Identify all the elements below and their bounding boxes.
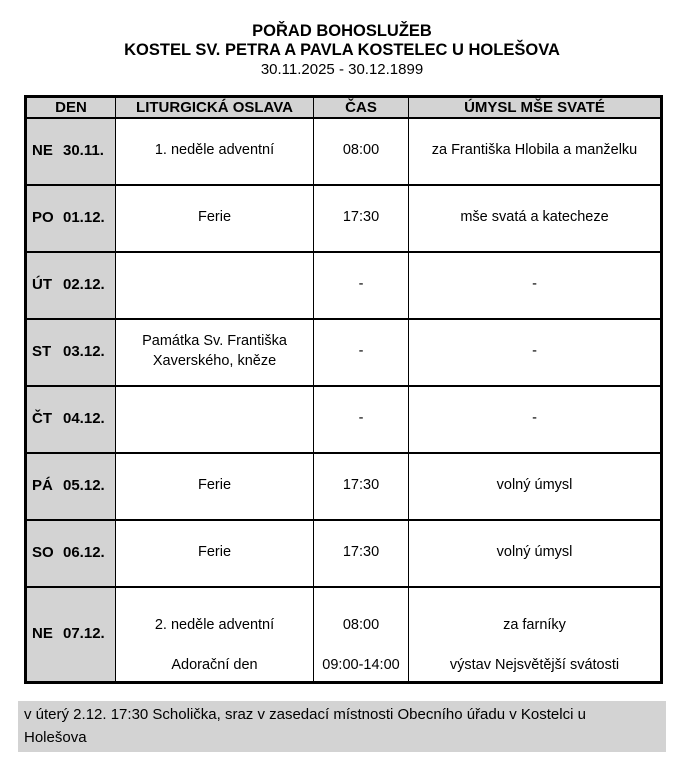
date-range: 30.11.2025 - 30.12.1899	[260, 61, 424, 78]
celebration-cell	[115, 251, 314, 319]
day-abbr: PÁ	[32, 476, 53, 494]
intention-line2: výstav Nejsvětější svátosti	[449, 657, 620, 674]
day-date: 06.12.	[63, 543, 105, 561]
table-row: ČT 04.12. - -	[25, 385, 662, 453]
table-row: PO 01.12. Ferie 17:30 mše svatá a kateche…	[25, 184, 662, 252]
church-name: KOSTEL SV. PETRA A PAVLA KOSTELEC U HOLE…	[124, 41, 560, 59]
day-abbr: SO	[32, 543, 54, 561]
header-row: DEN LITURGICKÁ OSLAVA ČAS ÚMYSL MŠE SVAT…	[25, 96, 662, 118]
intention-cell: za farníky výstav Nejsvětější svátosti	[408, 586, 662, 683]
day-cell: NE 30.11.	[25, 117, 116, 185]
intention-cell: volný úmysl	[408, 452, 662, 520]
celebration-cell: Ferie	[115, 452, 314, 520]
footer-note: v úterý 2.12. 17:30 Scholička, sraz v za…	[18, 701, 666, 752]
intention-cell: -	[408, 251, 662, 319]
celebration-cell: Ferie	[115, 519, 314, 587]
time-cell: -	[313, 251, 409, 319]
day-abbr: ÚT	[32, 275, 52, 293]
celebration-cell: Ferie	[115, 184, 314, 252]
intention-cell: volný úmysl	[408, 519, 662, 587]
schedule-table: DEN LITURGICKÁ OSLAVA ČAS ÚMYSL MŠE SVAT…	[24, 95, 663, 684]
time-cell: 17:30	[313, 452, 409, 520]
table-row: SO 06.12. Ferie 17:30 volný úmysl	[25, 519, 662, 587]
intention-cell: mše svatá a katecheze	[408, 184, 662, 252]
day-abbr: ST	[32, 342, 52, 360]
day-date: 30.11.	[63, 141, 104, 159]
day-cell: SO 06.12.	[25, 519, 116, 587]
celebration-cell: 1. neděle adventní	[115, 117, 314, 185]
intention-cell: -	[408, 385, 662, 453]
column-header-cas: ČAS	[313, 96, 409, 118]
document-header: POŘAD BOHOSLUŽEB KOSTEL SV. PETRA A PAVL…	[0, 0, 684, 79]
day-abbr: PO	[32, 208, 54, 226]
table-row: ST 03.12. Památka Sv. Františka Xaverskéh…	[25, 318, 662, 386]
celebration-line2: Adorační den	[171, 657, 258, 674]
table-row: PÁ 05.12. Ferie 17:30 volný úmysl	[25, 452, 662, 520]
document-title: POŘAD BOHOSLUŽEB	[252, 22, 432, 40]
day-date: 07.12.	[63, 625, 105, 643]
column-header-den: DEN	[25, 96, 116, 118]
celebration-line1: 2. neděle adventní	[154, 616, 275, 633]
column-header-umysl: ÚMYSL MŠE SVATÉ	[408, 96, 662, 118]
day-date: 05.12.	[63, 476, 105, 494]
day-cell: ST 03.12.	[25, 318, 116, 386]
day-abbr: ČT	[32, 409, 52, 427]
time-line1: 08:00	[342, 616, 380, 633]
day-abbr: NE	[32, 141, 53, 159]
day-abbr: NE	[32, 625, 53, 643]
day-date: 04.12.	[63, 409, 105, 427]
day-cell: ÚT 02.12.	[25, 251, 116, 319]
day-cell: NE 07.12.	[25, 586, 116, 683]
time-cell: -	[313, 385, 409, 453]
table-row: NE 30.11. 1. neděle adventní 08:00 za Fra…	[25, 117, 662, 185]
day-date: 02.12.	[63, 275, 105, 293]
day-date: 03.12.	[63, 342, 105, 360]
day-cell: ČT 04.12.	[25, 385, 116, 453]
day-cell: PO 01.12.	[25, 184, 116, 252]
intention-cell: -	[408, 318, 662, 386]
celebration-cell	[115, 385, 314, 453]
time-cell: 17:30	[313, 184, 409, 252]
column-header-liturgicka-oslava: LITURGICKÁ OSLAVA	[115, 96, 314, 118]
celebration-cell: Památka Sv. Františka Xaverského, kněze	[115, 318, 314, 386]
intention-line1: za farníky	[503, 616, 566, 633]
table-row: ÚT 02.12. - -	[25, 251, 662, 319]
day-cell: PÁ 05.12.	[25, 452, 116, 520]
time-cell: 17:30	[313, 519, 409, 587]
table-row: NE 07.12. 2. neděle adventní Adorační den…	[25, 586, 662, 683]
time-cell: 08:00	[313, 117, 409, 185]
time-cell: 08:00 09:00-14:00	[313, 586, 409, 683]
intention-cell: za Františka Hlobila a manželku	[408, 117, 662, 185]
day-date: 01.12.	[63, 208, 105, 226]
time-line2: 09:00-14:00	[322, 657, 400, 674]
celebration-cell: 2. neděle adventní Adorační den	[115, 586, 314, 683]
time-cell: -	[313, 318, 409, 386]
